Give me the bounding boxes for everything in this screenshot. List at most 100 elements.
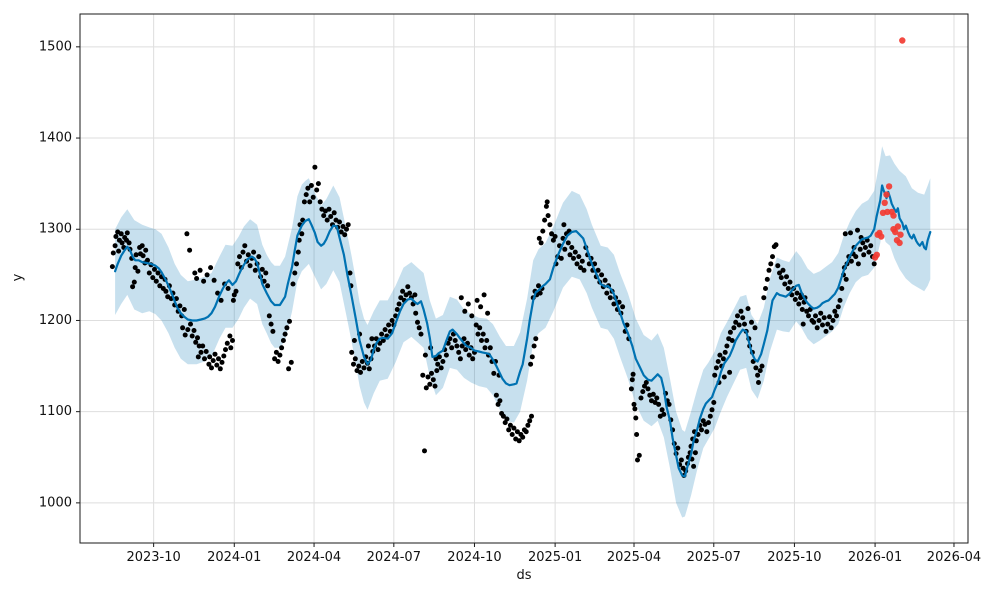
observed-point: [757, 368, 763, 374]
observed-point: [756, 380, 761, 385]
observed-point: [118, 231, 124, 237]
observed-point: [855, 227, 860, 233]
x-tick-label: 2026-04: [927, 550, 981, 565]
observed-point: [538, 240, 544, 246]
observed-point: [469, 313, 475, 319]
observed-point: [202, 356, 207, 362]
observed-point: [766, 267, 772, 273]
observed-point: [536, 235, 542, 241]
observed-point: [504, 416, 510, 422]
observed-point: [344, 226, 349, 232]
observed-point: [721, 374, 727, 380]
observed-point: [184, 231, 190, 237]
observed-point: [531, 343, 537, 349]
observed-point: [729, 338, 735, 343]
observed-point: [251, 249, 257, 255]
observed-point: [139, 243, 145, 249]
observed-point: [759, 363, 765, 369]
observed-point: [140, 253, 146, 259]
observed-point: [525, 422, 531, 428]
observed-point: [825, 321, 831, 327]
observed-point: [567, 252, 573, 258]
observed-point: [204, 272, 210, 278]
anomaly-point: [883, 191, 890, 198]
observed-point: [356, 363, 362, 369]
observed-point: [775, 263, 781, 269]
observed-point: [542, 217, 548, 223]
observed-point: [197, 267, 203, 273]
observed-point: [292, 270, 298, 276]
observed-point: [466, 352, 472, 358]
observed-point: [263, 270, 269, 276]
observed-point: [366, 366, 372, 372]
observed-point: [699, 427, 704, 433]
observed-point: [113, 234, 119, 239]
observed-point: [187, 247, 193, 253]
observed-point: [635, 457, 640, 463]
observed-point: [848, 230, 853, 236]
observed-point: [620, 304, 626, 310]
observed-point: [440, 359, 446, 364]
observed-point: [317, 199, 323, 205]
observed-point: [342, 232, 348, 238]
observed-point: [837, 297, 843, 303]
observed-point: [720, 356, 726, 362]
observed-point: [181, 307, 187, 312]
observed-point: [153, 278, 159, 284]
axis-ticks: 2023-10 2024-01 2024-04 2024-07 2024-10 2025-…: [39, 39, 981, 564]
observed-point: [427, 381, 433, 387]
y-tick-label: 1400: [39, 131, 72, 146]
observed-point: [816, 318, 822, 323]
observed-point: [738, 308, 744, 314]
anomaly-point: [894, 223, 902, 230]
observed-point: [210, 358, 216, 364]
observed-point: [547, 222, 553, 228]
observed-point: [126, 240, 132, 246]
anomaly-point: [890, 212, 897, 219]
observed-point: [287, 318, 292, 324]
anomaly-point: [899, 37, 906, 44]
observed-point: [735, 313, 740, 319]
observed-point: [857, 246, 863, 252]
observed-point: [507, 422, 513, 428]
observed-point: [569, 245, 575, 250]
observed-point: [203, 349, 209, 354]
observed-point: [189, 333, 195, 339]
observed-point: [813, 313, 818, 319]
observed-point: [493, 392, 499, 398]
observed-point: [477, 325, 483, 331]
observed-point: [828, 325, 834, 331]
observed-point: [326, 206, 332, 212]
observed-point: [196, 343, 202, 349]
observed-point: [773, 242, 779, 248]
observed-point: [465, 301, 471, 307]
observed-point: [412, 292, 418, 298]
anomaly-point: [892, 228, 899, 236]
x-axis-label-text: ds: [516, 568, 532, 583]
observed-point: [528, 361, 534, 367]
observed-point: [818, 310, 824, 316]
observed-point: [436, 354, 442, 360]
observed-point: [753, 365, 759, 371]
observed-point: [862, 245, 868, 250]
observed-point: [351, 338, 357, 343]
x-tick-label: 2024-01: [207, 550, 261, 565]
observed-point: [800, 321, 806, 327]
observed-point: [480, 331, 486, 337]
axes-box: [79, 13, 969, 544]
observed-point: [365, 343, 371, 349]
observed-point: [704, 429, 710, 435]
observed-point: [312, 164, 318, 170]
observed-point: [713, 365, 719, 371]
observed-point: [545, 213, 551, 219]
observed-point: [279, 345, 285, 351]
observed-point: [223, 347, 228, 353]
observed-point: [799, 307, 805, 312]
observed-point: [470, 356, 476, 362]
observed-point: [821, 315, 827, 321]
observed-point: [727, 369, 733, 375]
observed-point: [656, 401, 662, 407]
observed-point: [832, 308, 838, 314]
observed-point: [452, 338, 458, 343]
